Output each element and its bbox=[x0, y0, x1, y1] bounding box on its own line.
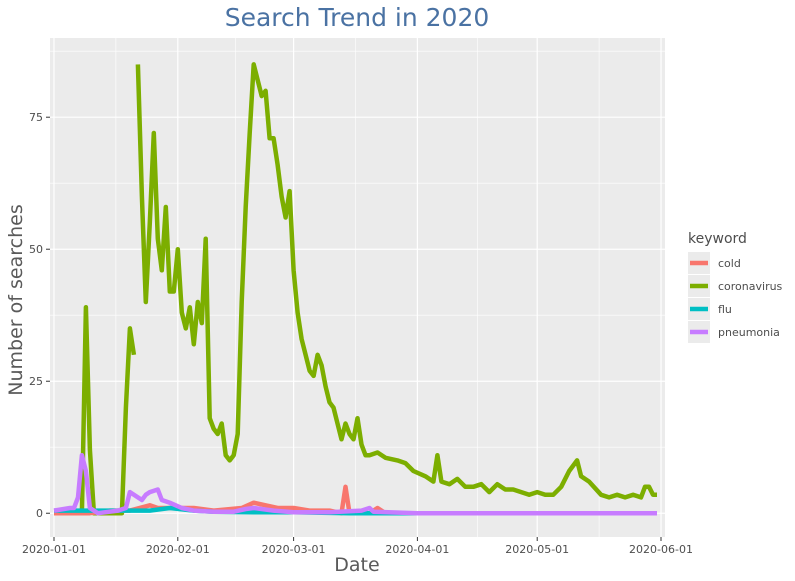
x-axis-title: Date bbox=[334, 554, 379, 576]
x-tick-label: 2020-03-01 bbox=[262, 543, 326, 556]
legend-label-coronavirus: coronavirus bbox=[718, 280, 783, 293]
legend-label-cold: cold bbox=[718, 257, 741, 270]
y-axis-title: Number of searches bbox=[5, 204, 27, 395]
plot-background bbox=[50, 38, 665, 537]
legend-title: keyword bbox=[688, 231, 747, 247]
x-tick-label: 2020-06-01 bbox=[629, 543, 693, 556]
y-tick-label: 25 bbox=[29, 375, 43, 388]
y-tick-label: 75 bbox=[29, 111, 43, 124]
legend-label-pneumonia: pneumonia bbox=[718, 326, 780, 339]
x-tick-label: 2020-04-01 bbox=[385, 543, 449, 556]
y-tick-label: 0 bbox=[36, 507, 43, 520]
legend: keyword cold coronavirus flu pneumonia bbox=[688, 231, 783, 343]
x-tick-label: 2020-05-01 bbox=[505, 543, 569, 556]
legend-label-flu: flu bbox=[718, 303, 732, 316]
plot-area: 0 25 50 75 2020-01-01 2020-02-01 2020-03-01 202… bbox=[22, 38, 693, 556]
y-tick-label: 50 bbox=[29, 243, 43, 256]
x-tick-label: 2020-01-01 bbox=[22, 543, 86, 556]
series-line-pneumonia bbox=[53, 452, 657, 516]
x-tick-label: 2020-02-01 bbox=[146, 543, 210, 556]
chart-title: Search Trend in 2020 bbox=[225, 3, 490, 32]
